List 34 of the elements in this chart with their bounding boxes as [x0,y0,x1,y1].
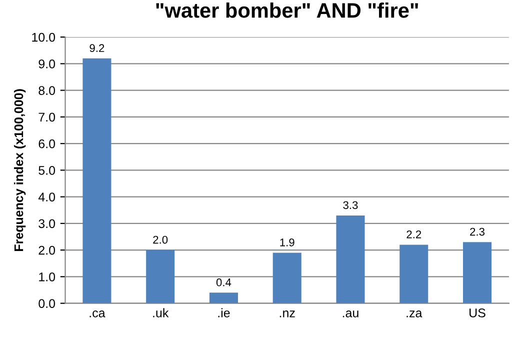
data-label: 3.3 [343,201,358,210]
data-label: 2.3 [470,228,484,236]
bar [146,250,175,304]
bar [209,292,238,304]
data-label: 1.9 [280,238,294,246]
bar [336,215,365,304]
x-tick-label: .au [342,310,358,318]
bar [272,252,302,304]
x-tick-label: .ca [90,310,106,318]
data-label: 0.4 [216,278,232,286]
y-tick-label: 2.0 [38,246,56,255]
y-tick-label: 9.0 [38,59,56,68]
y-axis-title: Frequency index (x100,000) [14,89,26,251]
y-tick-label: 10.0 [32,32,56,42]
y-tick-label: 8.0 [38,86,56,95]
y-tick-label: 4.0 [38,192,56,202]
x-tick-label: .uk [153,308,169,318]
data-label: 2.2 [406,230,422,238]
chart-title: "water bomber" AND "fire" [156,2,418,18]
y-tick-label: 3.0 [38,219,56,228]
y-tick-label: 5.0 [38,166,56,175]
data-label: 2.0 [153,236,168,244]
y-tick-label: 7.0 [38,112,56,122]
bar [462,242,492,304]
data-label: 9.2 [90,44,104,52]
x-tick-label: US [470,308,486,318]
x-tick-label: .nz [280,310,295,318]
bar [400,244,428,304]
x-tick-label: .za [406,310,422,318]
y-tick-label: 6.0 [38,139,56,148]
bar [82,58,112,304]
y-tick-label: 1.0 [39,272,56,282]
x-tick-label: .ie [218,308,230,318]
y-tick-label: 0.0 [38,299,56,308]
